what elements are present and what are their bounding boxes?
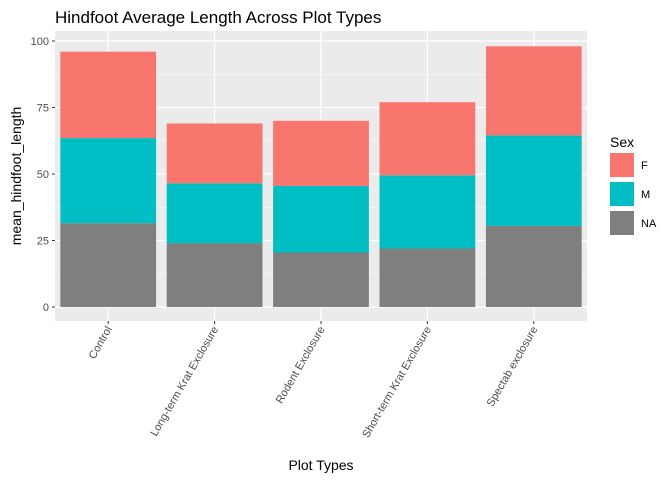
- bar-m-spectab-exclosure: [485, 135, 582, 226]
- y-axis-title: mean_hindfoot_length: [8, 107, 24, 246]
- legend-key-m: [610, 182, 634, 206]
- y-axis-ticks: 0 25 50 75 100: [31, 36, 55, 314]
- bar-na-short-term-krat-exclosure: [379, 248, 476, 307]
- x-tick-label: Control: [87, 325, 115, 362]
- y-tick-label: 75: [37, 103, 49, 115]
- bar-m-short-term-krat-exclosure: [379, 175, 476, 249]
- chart-title: Hindfoot Average Length Across Plot Type…: [55, 8, 381, 27]
- bar-na-rodent-exclosure: [273, 252, 369, 307]
- bar-na-long-term-krat-exclosure: [166, 243, 263, 307]
- bar-m-rodent-exclosure: [273, 185, 369, 253]
- bar-f-short-term-krat-exclosure: [379, 102, 476, 176]
- bar-na-control: [60, 223, 157, 307]
- y-tick-label: 100: [31, 36, 49, 48]
- bar-f-control: [60, 51, 157, 139]
- x-axis-title: Plot Types: [288, 457, 353, 473]
- x-tick-label: Spectab exclosure: [485, 325, 541, 409]
- bar-f-long-term-krat-exclosure: [166, 123, 263, 184]
- bar-f-rodent-exclosure: [273, 120, 369, 186]
- legend-key-f: [610, 153, 634, 177]
- bar-m-control: [60, 138, 157, 224]
- legend-label-m: M: [641, 189, 650, 201]
- bar-na-spectab-exclosure: [485, 225, 582, 307]
- bar-m-long-term-krat-exclosure: [166, 183, 263, 244]
- x-tick-label: Long-term Krat Exclosure: [148, 325, 221, 439]
- legend-title: Sex: [610, 134, 634, 150]
- x-tick-label: Rodent Exclosure: [274, 325, 328, 406]
- x-tick-label: Short-term Krat Exclosure: [360, 325, 434, 441]
- bars: [60, 46, 582, 307]
- legend-key-na: [610, 211, 634, 235]
- x-axis-ticks: Control Long-term Krat Exclosure Rodent Ex…: [87, 321, 541, 441]
- legend: Sex F M NA: [610, 134, 657, 235]
- y-tick-label: 25: [37, 236, 49, 248]
- y-tick-label: 0: [43, 302, 49, 314]
- y-tick-label: 50: [37, 169, 49, 181]
- legend-label-f: F: [641, 160, 648, 172]
- legend-label-na: NA: [641, 218, 657, 230]
- bar-f-spectab-exclosure: [485, 46, 582, 136]
